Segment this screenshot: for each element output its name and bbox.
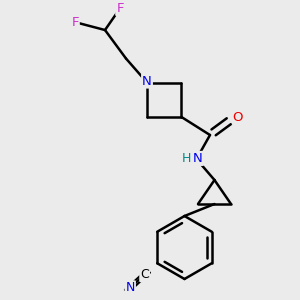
Text: F: F xyxy=(71,16,79,29)
Text: O: O xyxy=(232,110,243,124)
Text: N: N xyxy=(193,152,203,165)
Text: N: N xyxy=(125,281,135,294)
Text: F: F xyxy=(116,2,124,15)
Text: C: C xyxy=(140,268,149,281)
Text: N: N xyxy=(142,74,152,88)
Text: H: H xyxy=(181,152,191,165)
